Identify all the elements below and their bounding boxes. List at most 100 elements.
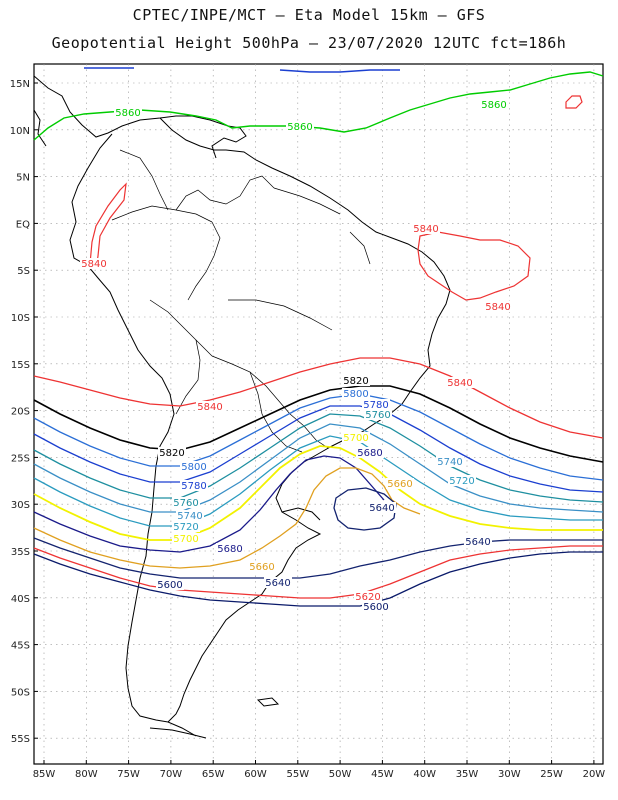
contour-label-bg: [362, 601, 390, 612]
contour-5680: [33, 455, 385, 553]
contour-5760: [33, 413, 604, 503]
contour-5840: [33, 357, 604, 439]
contour-label-bg: [368, 502, 396, 513]
contour-label: 5720: [173, 522, 198, 533]
contour-label: 5680: [217, 544, 242, 555]
contour-5640: [33, 537, 603, 579]
contour-label: 5640: [369, 503, 394, 514]
contour-label-bg: [264, 577, 292, 588]
contour-label-bg: [356, 447, 384, 458]
lat-label: 5N: [16, 173, 30, 184]
contour-label: 5840: [485, 302, 510, 313]
coastline: [33, 75, 451, 739]
lat-label: 10N: [10, 126, 30, 137]
lat-label: 30S: [11, 500, 30, 511]
contour-label: 5600: [157, 580, 182, 591]
lat-label: 25S: [11, 453, 30, 464]
contour-label: 5640: [465, 537, 490, 548]
contour-label: 5600: [363, 602, 388, 613]
contour-label: 5720: [449, 476, 474, 487]
contour-label: 5780: [181, 481, 206, 492]
lat-label: 50S: [11, 687, 30, 698]
lat-label: 20S: [11, 407, 30, 418]
country-borders: [111, 149, 371, 453]
lat-label: 5S: [17, 266, 30, 277]
contour-label-bg: [480, 99, 508, 110]
contour-label: 5800: [181, 462, 206, 473]
contour-label-bg: [156, 579, 184, 590]
map-subtitle: Geopotential Height 500hPa – 23/07/2020 …: [51, 34, 567, 52]
contour-5620: [33, 545, 603, 599]
lon-label: 55W: [286, 769, 309, 780]
contour-label: 5780: [363, 400, 388, 411]
contour-label-bg: [362, 399, 390, 410]
contour-label-bg: [354, 591, 382, 602]
contour-label-bg: [114, 107, 142, 118]
lat-label: 35S: [11, 547, 30, 558]
lon-label: 80W: [75, 769, 98, 780]
contour-label-bg: [80, 258, 108, 269]
contour-label: 5740: [177, 511, 202, 522]
contour-label-bg: [286, 121, 314, 132]
lon-label: 20W: [583, 769, 606, 780]
contour-label-bg: [172, 533, 200, 544]
contour-label: 5700: [173, 534, 198, 545]
contour-label-bg: [172, 521, 200, 532]
contour-label-bg: [464, 536, 492, 547]
contour-label-bg: [436, 456, 464, 467]
lon-label: 45W: [371, 769, 394, 780]
contour-label-bg: [176, 510, 204, 521]
lon-label: 60W: [244, 769, 267, 780]
contour-label: 5800: [343, 389, 368, 400]
map-frame: [33, 63, 604, 765]
contour-label: 5840: [413, 224, 438, 235]
contour-label-bg: [448, 475, 476, 486]
lon-label: 30W: [498, 769, 521, 780]
contour-label: 5840: [197, 402, 222, 413]
lon-label: 35W: [456, 769, 479, 780]
lon-label: 85W: [33, 769, 56, 780]
contour-label-bg: [180, 461, 208, 472]
contour-label-bg: [484, 301, 512, 312]
contour-label-bg: [342, 375, 370, 386]
contour-label-bg: [342, 388, 370, 399]
lat-label: EQ: [16, 219, 30, 230]
contour-label-bg: [412, 223, 440, 234]
contour-label: 5860: [481, 100, 506, 111]
latitude-labels: 15N 10N 5N EQ 5S 10S 15S 20S 25S 30S 35S 40S 45S 50S 5…: [10, 79, 38, 745]
lat-label: 10S: [11, 313, 30, 324]
contour-label-bg: [342, 432, 370, 443]
contour-label: 5840: [447, 378, 472, 389]
contour-label-bg: [386, 478, 414, 489]
contour-labels: 5860 5860 5860 5840 5840 5840 5840 5840 5820 5820…: [80, 99, 512, 613]
contour-5700: [33, 445, 603, 541]
contour-label: 5840: [81, 259, 106, 270]
contour-label: 5700: [343, 433, 368, 444]
contour-label: 5760: [173, 498, 198, 509]
contour-label-bg: [172, 497, 200, 508]
contour-5640-loop: [333, 487, 397, 531]
lon-label: 70W: [160, 769, 183, 780]
contour-label-bg: [180, 480, 208, 491]
lat-label: 55S: [11, 734, 30, 745]
contour-label: 5820: [159, 448, 184, 459]
contour-label-bg: [196, 401, 224, 412]
contour-label-bg: [158, 447, 186, 458]
contour-5840-closed: [89, 95, 583, 301]
lat-label: 45S: [11, 641, 30, 652]
contour-label: 5640: [265, 578, 290, 589]
contour-label: 5660: [249, 562, 274, 573]
contour-label: 5680: [357, 448, 382, 459]
contour-5740: [33, 423, 604, 513]
geopotential-contours: [33, 67, 604, 607]
lon-label: 75W: [117, 769, 140, 780]
contour-label: 5860: [287, 122, 312, 133]
contour-label: 5760: [365, 410, 390, 421]
contour-5800: [33, 393, 604, 481]
longitude-labels: 85W 80W 75W 70W 65W 60W 55W 50W 45W 40W 35W 30W 25W 2…: [33, 760, 606, 780]
contour-label: 5620: [355, 592, 380, 603]
contour-5820: [33, 385, 604, 463]
contour-top-edge-2: [279, 69, 400, 73]
contour-label: 5660: [387, 479, 412, 490]
contour-label-bg: [216, 543, 244, 554]
